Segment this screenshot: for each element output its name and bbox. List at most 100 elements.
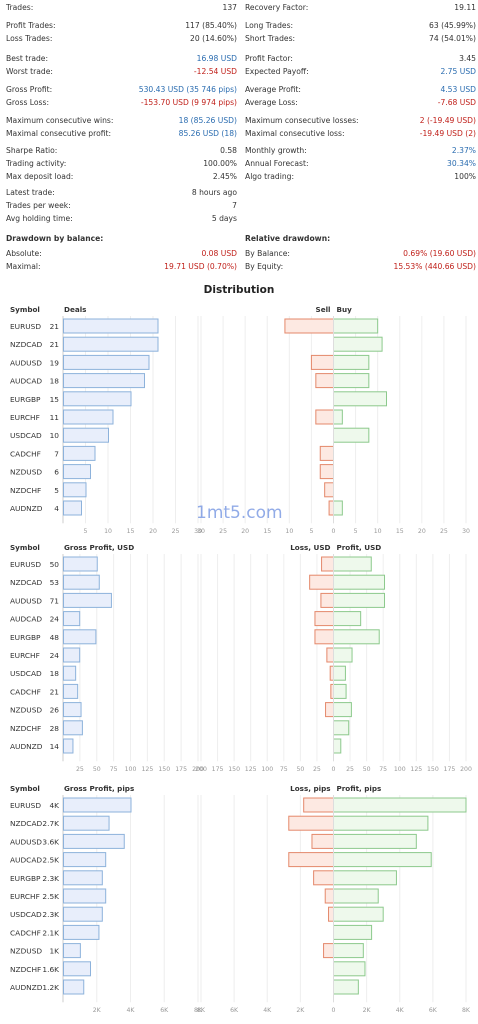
stat-value: 137 [222,3,238,12]
left-bar [63,797,132,813]
positive-bar [333,720,350,736]
left-value-label: 10 [50,431,60,440]
right-tick-label: 200 [195,766,207,773]
left-value-label: 5 [54,486,59,495]
right-tick-label: 10 [285,528,293,535]
positive-bar [333,870,397,886]
right-tick-label: 10 [374,528,382,535]
positive-header: Profit, pips [337,784,382,793]
left-tick-label: 125 [141,766,153,773]
positive-bar [333,336,383,352]
right-tick-label: 50 [363,766,371,773]
right-tick-label: 4K [396,1007,405,1014]
right-tick-label: 6K [230,1007,239,1014]
stat-value: 100.00% [203,159,237,168]
stat-value: 117 (85.40%) [185,21,237,30]
symbol-label: NZDUSD [10,947,42,956]
distribution-title: Distribution [203,284,275,296]
negative-bar [324,482,334,498]
stat-label: Maximum consecutive losses: [245,116,359,125]
negative-header: Loss, USD [290,543,330,552]
symbol-label: EURGBP [10,874,41,883]
right-tick-label: 0 [332,528,336,535]
right-tick-label: 200 [460,766,472,773]
stat-value: 74 (54.01%) [429,34,476,43]
stat-label: Maximal consecutive profit: [6,129,112,138]
stat-row: Recovery Factor: 19.11 [245,2,476,13]
drawdown-label: By Balance: [245,249,290,258]
positive-bar [333,815,429,831]
stat-label: Long Trades: [245,21,294,30]
stat-row: Trades per week: 7 [6,200,237,211]
symbol-label: NZDCAD [10,819,42,828]
left-bar [63,943,81,959]
positive-bar [333,979,359,995]
left-bar [63,738,74,754]
left-value-label: 2.5K [42,892,59,901]
positive-bar [333,427,370,443]
negative-bar [314,629,335,645]
left-tick-label: 50 [93,766,101,773]
left-tick-label: 150 [158,766,170,773]
stat-label: Maximum consecutive wins: [6,116,114,125]
left-value-label: 19 [50,358,60,367]
stat-value: 16.98 USD [196,54,237,63]
stat-value: 2 (-19.49 USD) [419,116,476,125]
right-tick-label: 175 [444,766,456,773]
stat-row: Maximal consecutive profit: 85.26 USD (18… [6,128,237,139]
stat-label: Gross Profit: [6,85,53,94]
negative-bar [310,354,334,370]
stat-value: 30.34% [447,159,476,168]
left-bar [63,815,110,831]
left-tick-label: 15 [127,528,135,535]
positive-bar [333,556,372,572]
stat-label: Algo trading: [245,172,295,181]
left-bar [63,464,91,480]
stat-row: Trades: 137 [6,2,237,13]
right-tick-label: 150 [228,766,240,773]
symbol-label: AUDNZD [10,983,43,992]
negative-header: Loss, pips [290,784,330,793]
left-bar [63,852,107,868]
left-value-label: 1.6K [42,965,59,974]
stat-label: Sharpe Ratio: [6,146,58,155]
right-tick-label: 75 [280,766,288,773]
stat-label: Trading activity: [6,159,67,168]
stat-value: -12.54 USD [193,67,237,76]
positive-bar [333,647,353,663]
right-tick-label: 25 [313,766,321,773]
symbol-label: NZDCHF [10,965,41,974]
drawdown-value: 0.69% (19.60 USD) [403,249,476,258]
left-value-label: 50 [50,560,60,569]
symbol-label: EURUSD [10,801,41,810]
positive-header: Buy [337,305,353,314]
positive-bar [333,409,343,425]
stat-row: Average Profit: 4.53 USD [245,84,476,95]
stat-label: Trades per week: [6,201,71,210]
right-tick-label: 4K [263,1007,272,1014]
negative-bar [315,409,335,425]
left-bar [63,888,107,904]
left-value-label: 21 [50,322,60,331]
positive-bar [333,961,366,977]
positive-bar [333,354,370,370]
right-tick-label: 75 [379,766,387,773]
symbol-label: USDCAD [10,910,42,919]
positive-bar [333,665,346,681]
left-bar [63,720,83,736]
left-bar [63,611,81,627]
symbol-label: EURUSD [10,322,41,331]
left-value-label: 2.3K [42,874,59,883]
positive-bar [333,611,362,627]
stat-value: 85.26 USD (18) [178,129,237,138]
right-tick-label: 8K [462,1007,471,1014]
right-tick-label: 25 [346,766,354,773]
stat-value: -19.49 USD (2) [419,129,476,138]
stat-row: Maximum consecutive losses: 2 (-19.49 USD… [245,115,476,126]
stat-label: Trades: [6,3,34,12]
stat-label: Gross Loss: [6,98,50,107]
stat-row: Worst trade: -12.54 USD [6,66,237,77]
negative-bar [320,592,335,608]
stat-label: Max deposit load: [6,172,74,181]
stat-label: Best trade: [6,54,49,63]
